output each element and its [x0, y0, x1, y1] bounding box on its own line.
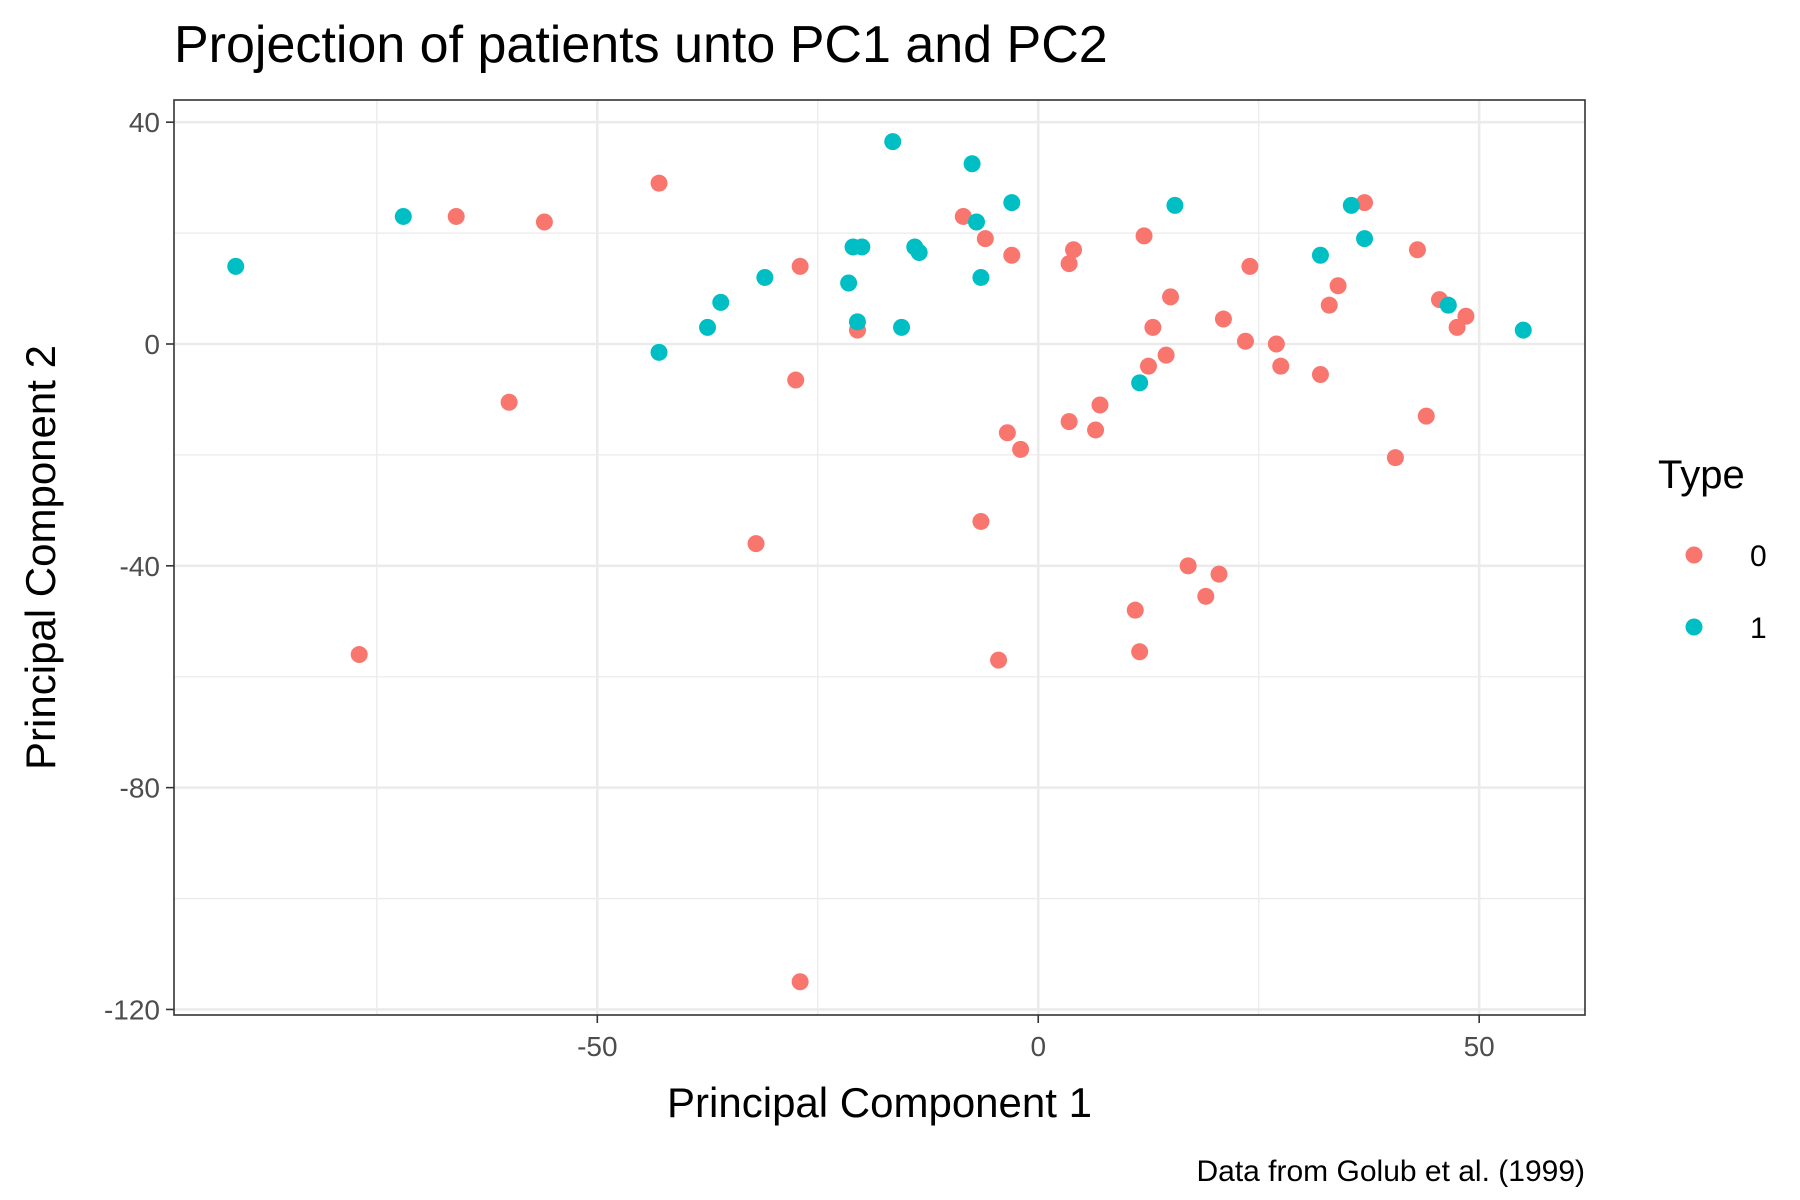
data-point	[500, 393, 518, 411]
series-type-0	[350, 174, 1475, 991]
data-point	[1356, 230, 1374, 248]
y-tick-label: 40	[129, 107, 160, 138]
data-points	[227, 133, 1532, 991]
data-point	[350, 646, 368, 664]
data-point	[1311, 246, 1329, 264]
data-point	[840, 274, 858, 292]
data-point	[1457, 307, 1475, 325]
chart-title: Projection of patients unto PC1 and PC2	[174, 16, 1108, 74]
x-tick-label: -50	[577, 1031, 617, 1062]
data-point	[1342, 196, 1360, 214]
data-point	[1236, 332, 1254, 350]
data-point	[791, 973, 809, 991]
data-point	[910, 244, 928, 261]
data-point	[1131, 374, 1149, 392]
data-point	[1272, 357, 1290, 375]
legend-label-1: 1	[1750, 612, 1767, 645]
data-point	[1157, 346, 1175, 364]
legend: Type 01	[1658, 453, 1767, 645]
data-point	[747, 535, 765, 553]
data-point	[1060, 255, 1078, 273]
data-point	[1091, 396, 1109, 414]
data-point	[1320, 296, 1338, 314]
legend-items: 01	[1685, 540, 1767, 645]
data-point	[1126, 601, 1144, 619]
data-point	[1356, 194, 1374, 212]
data-point	[394, 207, 412, 225]
data-point	[650, 343, 668, 361]
legend-key-0	[1685, 546, 1703, 564]
y-tick-label: -120	[104, 994, 160, 1025]
data-point	[787, 371, 805, 389]
data-point	[1408, 241, 1426, 259]
data-point	[990, 651, 1008, 669]
x-tick-label: 0	[1030, 1031, 1046, 1062]
chart-caption: Data from Golub et al. (1999)	[1196, 1155, 1585, 1188]
data-point	[976, 230, 994, 248]
data-point	[1210, 565, 1228, 583]
data-point	[893, 318, 911, 336]
data-point	[1241, 257, 1259, 275]
data-point	[1166, 196, 1184, 214]
data-point	[1179, 557, 1197, 575]
minor-gridlines	[174, 100, 1585, 1015]
data-point	[954, 207, 972, 225]
data-point	[884, 133, 902, 151]
data-point	[535, 213, 553, 231]
data-point	[650, 174, 668, 192]
data-point	[1329, 277, 1347, 295]
data-point	[1417, 407, 1435, 425]
data-point	[968, 213, 986, 231]
data-point	[1214, 310, 1232, 328]
data-point	[1065, 241, 1083, 259]
plot-panel-border	[173, 99, 1586, 1016]
legend-key-1	[1685, 618, 1703, 636]
data-point	[1139, 357, 1157, 375]
data-point	[998, 424, 1016, 442]
data-point	[699, 318, 717, 336]
plot-panel-background	[174, 100, 1585, 1015]
data-point	[853, 238, 871, 256]
data-point	[1144, 318, 1162, 336]
x-tick-label: 50	[1464, 1031, 1495, 1062]
data-point	[227, 257, 245, 275]
data-point	[848, 313, 866, 331]
data-point	[756, 268, 774, 286]
x-axis-title: Principal Component 1	[667, 1079, 1092, 1126]
data-point	[447, 207, 465, 225]
y-tick-label: -80	[120, 773, 160, 804]
data-point	[1267, 335, 1285, 353]
y-axis-title: Principal Component 2	[17, 345, 64, 770]
data-point	[1003, 194, 1021, 212]
data-point	[963, 155, 981, 173]
data-point	[1386, 449, 1404, 467]
data-point	[1439, 296, 1457, 314]
y-tick-label: 0	[144, 329, 160, 360]
data-point	[1514, 321, 1532, 339]
data-point	[1003, 246, 1021, 264]
legend-label-0: 0	[1750, 540, 1767, 573]
data-point	[1162, 288, 1180, 306]
data-point	[1311, 366, 1329, 383]
data-point	[972, 268, 990, 286]
data-point	[1135, 227, 1153, 245]
legend-title: Type	[1658, 453, 1745, 497]
y-tick-label: -40	[120, 551, 160, 582]
y-axis: 40 0 -40 -80 -120	[104, 107, 174, 1025]
data-point	[1197, 587, 1215, 605]
x-axis: -50 0 50	[577, 1015, 1495, 1062]
major-gridlines	[174, 100, 1585, 1015]
data-point	[1087, 421, 1105, 439]
data-point	[972, 512, 990, 530]
data-point	[791, 257, 809, 275]
data-point	[1131, 643, 1149, 661]
data-point	[1012, 440, 1030, 458]
series-type-1	[227, 133, 1532, 392]
data-point	[1060, 413, 1078, 431]
data-point	[712, 293, 730, 311]
